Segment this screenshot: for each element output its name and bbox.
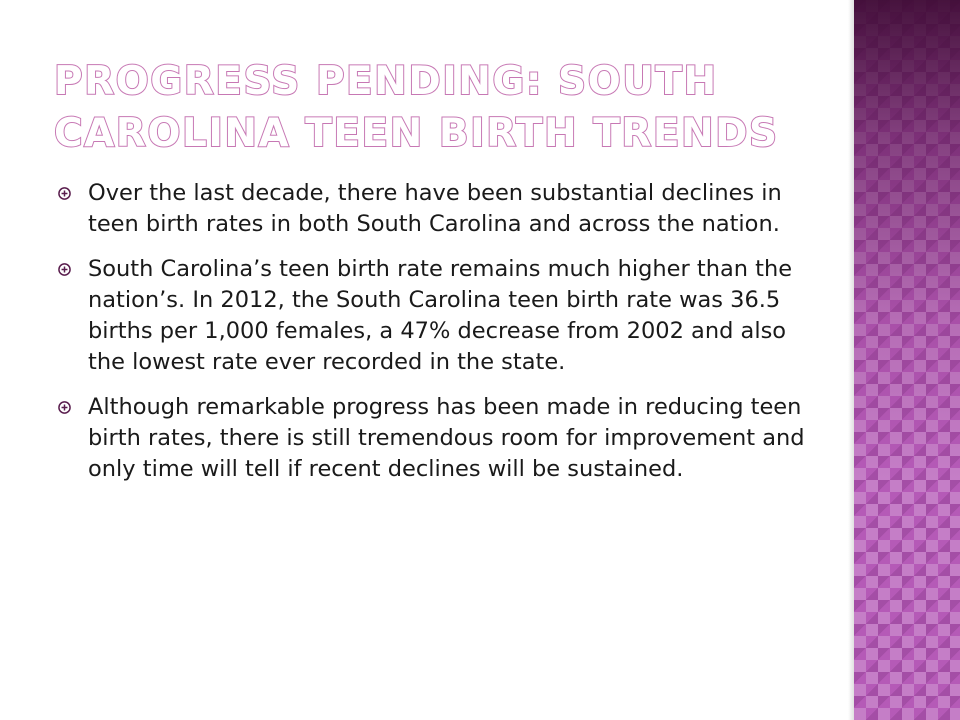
bullet-item: Over the last decade, there have been su… (58, 178, 828, 240)
bullet-item: South Carolina’s teen birth rate remains… (58, 254, 828, 378)
circled-plus-icon (58, 401, 71, 414)
side-panel-shadow (848, 0, 854, 720)
bullet-item: Although remarkable progress has been ma… (58, 392, 828, 485)
circled-plus-icon (58, 187, 71, 200)
bullet-text: Although remarkable progress has been ma… (88, 394, 805, 482)
decorative-side-panel (854, 0, 960, 720)
circled-plus-icon (58, 263, 71, 276)
bullet-list: Over the last decade, there have been su… (58, 178, 828, 499)
bullet-text: Over the last decade, there have been su… (88, 180, 782, 237)
slide-title: Progress Pending: South Carolina Teen Bi… (53, 58, 779, 157)
bullet-text: South Carolina’s teen birth rate remains… (88, 256, 793, 375)
